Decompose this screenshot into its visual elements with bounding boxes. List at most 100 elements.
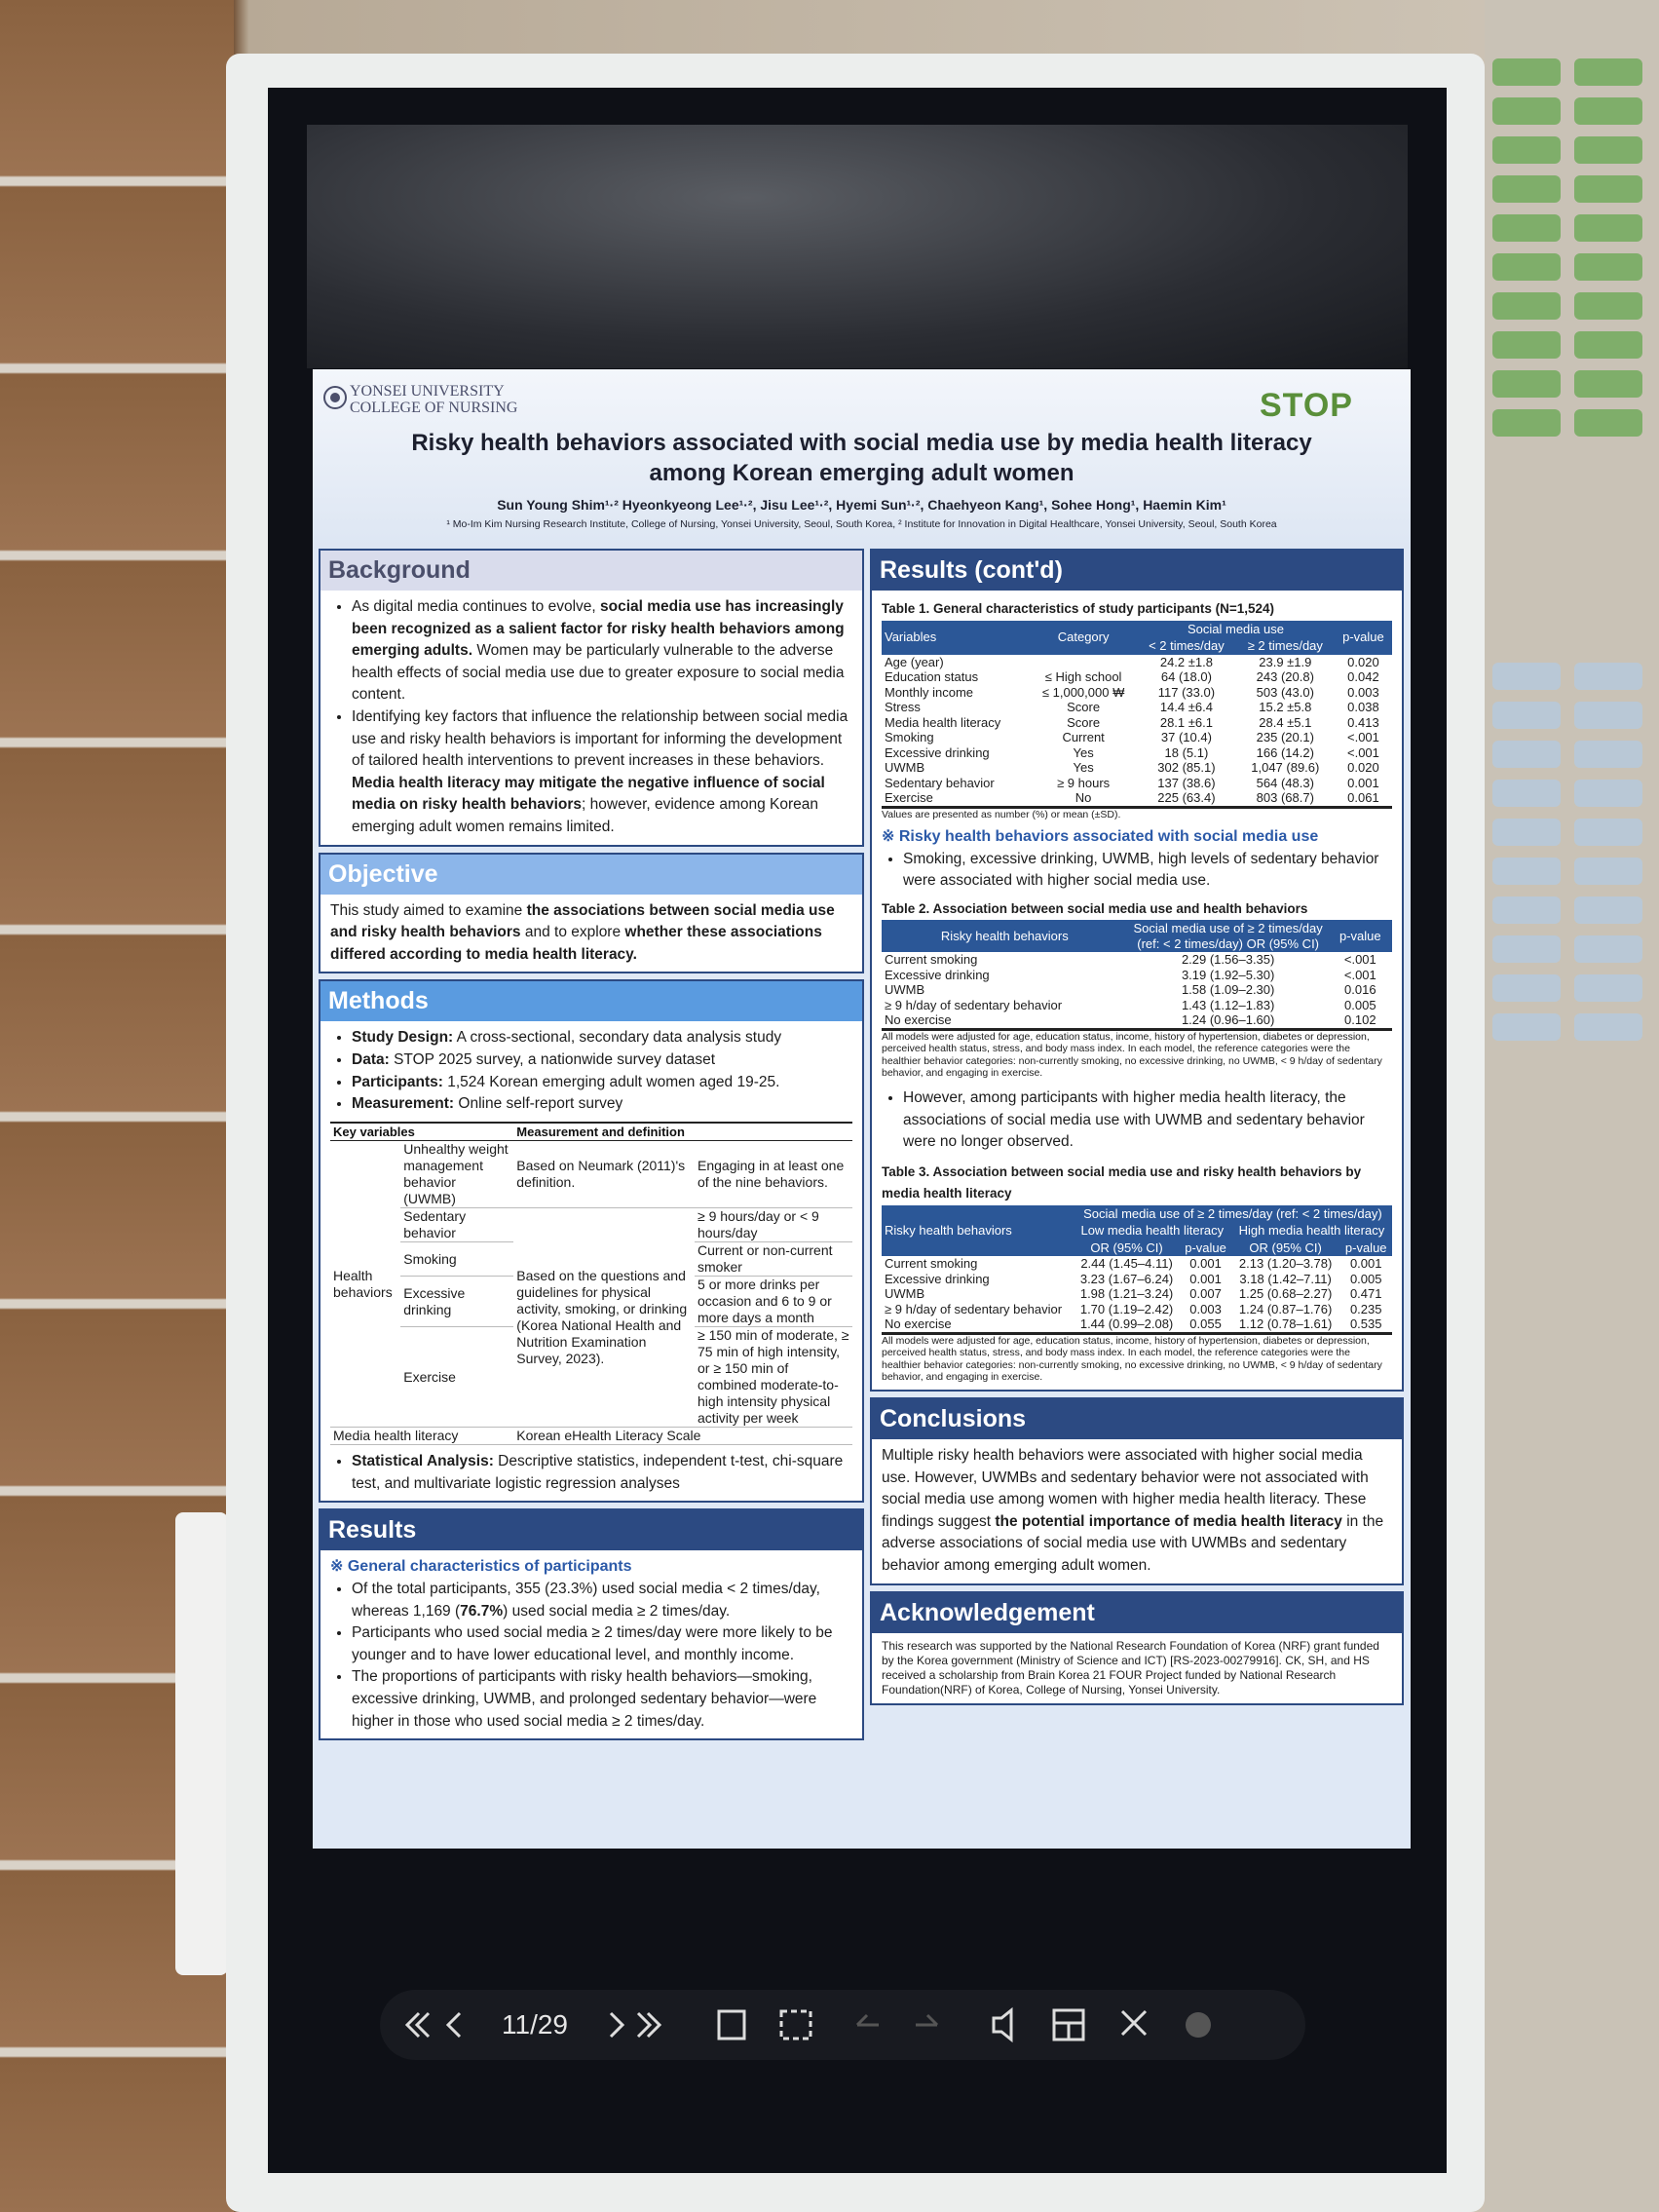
table-head: Key variables Measurement and definition <box>330 1121 852 1142</box>
section-title: Acknowledgement <box>872 1592 1402 1633</box>
poster-header: YONSEI UNIVERSITY COLLEGE OF NURSING STO… <box>313 369 1411 550</box>
table-cell: Smoking <box>885 730 934 745</box>
table-cell: 0.038 <box>1347 700 1379 715</box>
table-row: Key variables Measurement and definition <box>330 1121 852 1142</box>
page-indicator: 11/29 <box>502 2009 568 2040</box>
table-row: Variables Category Social media use p-value <box>882 620 1392 655</box>
table-cell: 5 or more drinks per occasion and 6 to 9… <box>695 1276 852 1328</box>
authors: Sun Young Shim¹·² Hyeonkyeong Lee¹·², Ji… <box>497 497 1226 513</box>
table-row: Age (year) 24.2 ±1.8 23.9 ±1.9 0.020 <box>882 655 1392 670</box>
table-note: All models were adjusted for age, educat… <box>882 1333 1392 1384</box>
tool-icons[interactable] <box>711 2003 1276 2046</box>
table-cell: 302 (85.1) <box>1157 760 1216 776</box>
table-cell: <.001 <box>1343 952 1376 968</box>
table-cell: 3.18 (1.42–7.11) <box>1239 1271 1332 1286</box>
text-segment: Women may be particularly vulnerable to … <box>352 642 845 704</box>
table-cell: 0.003 <box>1189 1301 1222 1316</box>
table-header: Social media use of ≥ 2 times/day (ref: … <box>1127 920 1329 953</box>
table-cell: 1.44 (0.99–2.08) <box>1073 1316 1181 1334</box>
table-cell: 137 (38.6) <box>1157 775 1216 790</box>
table-cell: 0.102 <box>1328 1012 1392 1030</box>
table-cell: Media health literacy <box>330 1427 514 1446</box>
bullet: As digital media continues to evolve, so… <box>352 596 852 706</box>
table-row: ≥ 9 h/day of sedentary behavior 1.70 (1.1… <box>882 1302 1392 1317</box>
table-cell: No <box>1030 790 1138 808</box>
text-segment: Of the total participants, 355 (23.3%) u… <box>352 1580 820 1620</box>
table-cell: Excessive drinking <box>885 744 990 760</box>
table-cell: 1.58 (1.09–2.30) <box>1181 982 1275 998</box>
table-row: Media health literacy Korean eHealth Lite… <box>330 1427 852 1446</box>
institution: COLLEGE OF NURSING <box>350 400 518 416</box>
table-header: OR (95% CI) <box>1073 1239 1181 1257</box>
table-cell: Sedentary behavior <box>885 775 995 790</box>
table-header: p-value <box>1180 1239 1231 1257</box>
table-cell: Exercise <box>882 790 1031 808</box>
table-cell: 0.055 <box>1180 1316 1231 1334</box>
table-cell: Score <box>1067 714 1101 730</box>
text-segment: This study aimed to examine <box>330 901 527 919</box>
table-row: Sedentary behavior ≥ 9 hours 137 (38.6) 564… <box>882 776 1392 791</box>
table-cell: 23.9 ±1.9 <box>1259 654 1312 669</box>
section-body: Table 1. General characteristics of stud… <box>872 591 1402 1390</box>
table-row: Monthly income ≤ 1,000,000 ₩ 117 (33.0) 503… <box>882 685 1392 701</box>
bullet-list: As digital media continues to evolve, so… <box>330 596 852 839</box>
section-body: This study aimed to examine the associat… <box>320 895 862 973</box>
subheading: ※ Risky health behaviors associated with… <box>882 828 1319 846</box>
section-title: Objective <box>320 854 862 895</box>
table-cell: 0.001 <box>1349 1256 1382 1272</box>
section-body: Study Design: A cross-sectional, seconda… <box>320 1021 862 1501</box>
text-segment: the associations between social media us… <box>330 901 835 941</box>
table-row: Smoking Current or non-current smoker <box>330 1241 852 1278</box>
table-cell: 2.44 (1.45–4.11) <box>1080 1256 1173 1272</box>
table-cell: ≤ High school <box>1044 669 1122 685</box>
logo: STOP <box>1260 387 1353 424</box>
table-cell: Current or non-current smoker <box>695 1241 852 1278</box>
nav-icons[interactable] <box>599 2005 687 2044</box>
table-cell: Yes <box>1073 760 1094 776</box>
section-title: Results <box>320 1510 862 1551</box>
table-cell: ≤ 1,000,000 ₩ <box>1041 684 1125 700</box>
table-cell: 15.2 ±5.8 <box>1259 700 1312 715</box>
table-cell: ≥ 9 hours <box>1057 775 1111 790</box>
nav-icons[interactable] <box>399 2005 487 2044</box>
section: Results (cont'd) Table 1. General charact… <box>870 549 1404 1392</box>
bullet: Data: STOP 2025 survey, a nationwide sur… <box>352 1049 852 1072</box>
text-segment: Smoking, excessive drinking, UWMB, high … <box>903 850 1379 890</box>
table-cell: 37 (10.4) <box>1160 730 1212 745</box>
table-cell: 1.24 (0.87–1.76) <box>1238 1301 1333 1316</box>
table-cell <box>1030 655 1137 670</box>
bullet-list: Statistical Analysis: Descriptive statis… <box>330 1451 852 1495</box>
table-cell: 225 (63.4) <box>1137 790 1236 808</box>
text: Online self-report survey <box>454 1095 623 1113</box>
table-cell: Current <box>1062 730 1105 745</box>
table-header: Social media use of ≥ 2 times/day (ref: … <box>1073 1204 1392 1223</box>
table-cell: <.001 <box>1346 730 1379 745</box>
text-segment: Identifying key factors that influence t… <box>352 707 848 770</box>
table-row: Risky health behaviors Social media use o… <box>882 920 1392 953</box>
right-column: Results (cont'd) Table 1. General charact… <box>870 549 1404 1843</box>
table-header: Risky health behaviors <box>882 920 1128 953</box>
table-row: No exercise 1.24 (0.96–1.60) 0.102 <box>882 1012 1392 1030</box>
table-row: No exercise 1.44 (0.99–2.08) 0.055 1.12 (0.… <box>882 1316 1392 1334</box>
table-cell: 28.1 ±6.1 <box>1159 714 1213 730</box>
table-body: Current smoking 2.29 (1.56–3.35) <.001 Exce… <box>882 952 1392 1030</box>
table-head: Risky health behaviors Social media use o… <box>882 1204 1392 1257</box>
table-cell: Score <box>1067 700 1101 715</box>
bullet: Study Design: A cross-sectional, seconda… <box>352 1027 852 1049</box>
table-header: Variables <box>882 620 1031 655</box>
table-cell: 235 (20.1) <box>1256 730 1314 745</box>
table-cell: <.001 <box>1346 744 1379 760</box>
table-row: Excessive drinking 5 or more drinks per o… <box>330 1276 852 1328</box>
table-row: Risky health behaviors Social media use o… <box>882 1204 1392 1257</box>
text-segment: Media health literacy may mitigate the n… <box>352 774 825 814</box>
acknowledgement-text: This research was supported by the Natio… <box>882 1638 1379 1697</box>
table-row: Health behaviors Unhealthy weight managem… <box>330 1140 852 1429</box>
table-header: < 2 times/day <box>1137 637 1236 655</box>
table-cell: Age (year) <box>885 654 944 669</box>
table-cell: Based on the questions and guidelines fo… <box>513 1207 696 1429</box>
table-title: Table 1. General characteristics of stud… <box>882 601 1275 616</box>
table-cell: Unhealthy weight management behavior (UW… <box>400 1140 514 1209</box>
section: Methods Study Design: A cross-sectional, … <box>319 979 864 1504</box>
table-cell: 0.061 <box>1334 790 1392 808</box>
